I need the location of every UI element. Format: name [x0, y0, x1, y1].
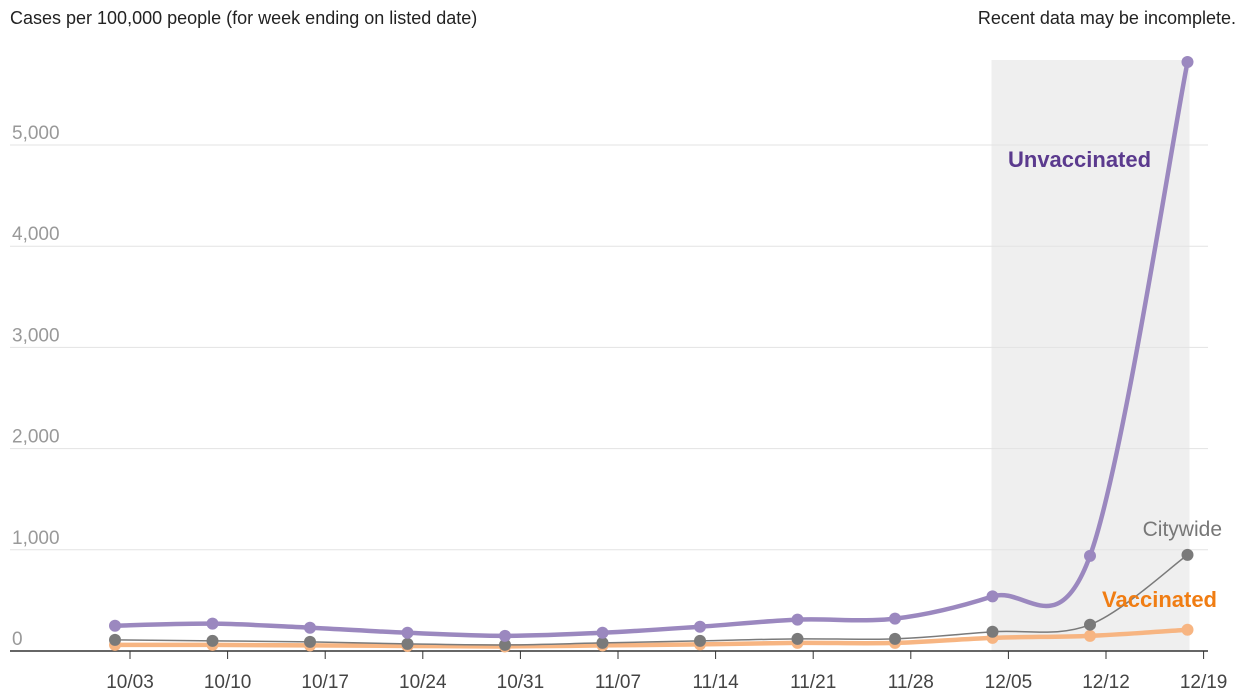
data-point-unvaccinated: [1181, 56, 1194, 69]
y-tick-label: 3,000: [12, 325, 60, 346]
x-tick-label: 12/05: [985, 672, 1033, 693]
y-tick-label: 2,000: [12, 427, 60, 448]
data-point-vaccinated: [1084, 629, 1096, 642]
data-point-unvaccinated: [206, 617, 219, 630]
series-line-vaccinated: [112, 627, 1190, 649]
y-tick-label: 5,000: [12, 123, 60, 144]
data-point-unvaccinated: [791, 613, 804, 626]
data-point-citywide: [986, 625, 999, 638]
x-tick-label: 11/14: [693, 672, 740, 693]
data-point-citywide: [499, 638, 511, 651]
x-tick-label: 10/17: [301, 672, 349, 693]
x-tick-label: 10/03: [106, 672, 154, 693]
x-tick-label: 11/28: [888, 672, 934, 693]
data-point-citywide: [791, 632, 804, 645]
data-point-citywide: [109, 633, 121, 646]
data-point-citywide: [1084, 618, 1096, 631]
y-tick-label: 1,000: [12, 528, 60, 549]
x-tick-label: 10/24: [399, 672, 447, 693]
x-tick-label: 11/21: [790, 672, 836, 693]
incomplete-data-note: Recent data may be incomplete.: [977, 8, 1236, 28]
data-point-citywide: [206, 634, 219, 647]
x-tick-label: 10/31: [497, 672, 545, 693]
data-point-unvaccinated: [304, 621, 316, 634]
series-label-citywide: Citywide: [1143, 518, 1222, 541]
data-point-unvaccinated: [694, 620, 706, 633]
x-tick-label: 12/12: [1082, 672, 1130, 693]
chart-title: Cases per 100,000 people (for week endin…: [10, 8, 478, 28]
data-point-unvaccinated: [889, 612, 901, 625]
data-point-unvaccinated: [499, 629, 511, 642]
data-point-citywide: [889, 632, 901, 645]
series-label-unvaccinated: Unvaccinated: [1008, 147, 1151, 172]
x-tick-label: 12/19: [1180, 672, 1228, 693]
data-point-citywide: [401, 637, 414, 650]
data-point-citywide: [1181, 548, 1194, 561]
y-tick-label: 4,000: [12, 224, 60, 245]
series-label-vaccinated: Vaccinated: [1102, 587, 1217, 612]
data-point-citywide: [596, 636, 609, 649]
y-tick-label: 0: [12, 629, 23, 650]
data-point-unvaccinated: [596, 626, 609, 639]
x-tick-label: 10/10: [204, 672, 252, 693]
data-point-citywide: [694, 634, 706, 647]
data-point-vaccinated: [1181, 623, 1194, 636]
data-point-unvaccinated: [401, 626, 414, 639]
data-point-unvaccinated: [109, 619, 121, 632]
x-tick-label: 11/07: [595, 672, 641, 693]
data-point-citywide: [304, 635, 316, 648]
data-point-unvaccinated: [1084, 549, 1096, 562]
data-point-unvaccinated: [986, 590, 999, 603]
